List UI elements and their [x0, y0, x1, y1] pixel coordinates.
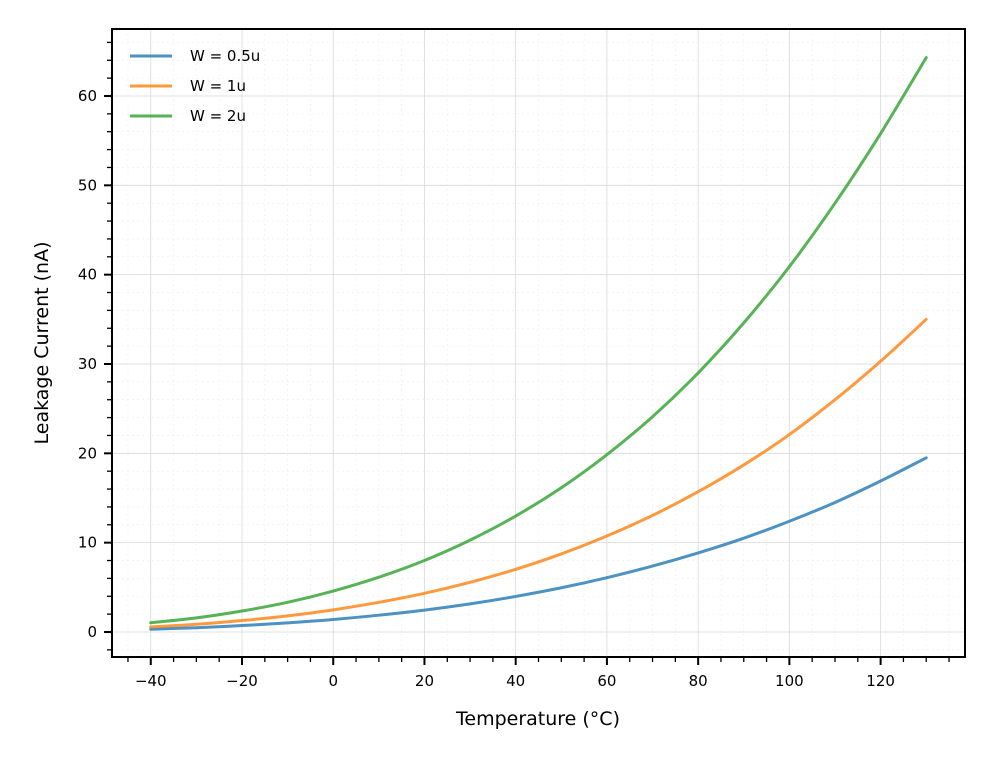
x-tick-label: 100	[775, 672, 804, 690]
series-line-3	[149, 56, 928, 625]
x-tick-label: 80	[689, 672, 708, 690]
x-tick-label: −40	[135, 672, 167, 690]
grid	[112, 29, 965, 657]
series-line-1	[149, 456, 928, 631]
x-tick-label: 60	[597, 672, 616, 690]
y-axis-title: Leakage Current (nA)	[31, 242, 53, 445]
series-line-2	[149, 317, 928, 629]
legend-label: W = 1u	[190, 77, 246, 95]
y-tick-label: 40	[78, 266, 97, 284]
legend-label: W = 0.5u	[190, 47, 260, 65]
legend: W = 0.5u W = 1u W = 2u	[130, 47, 260, 125]
x-tick-label: 0	[328, 672, 338, 690]
x-tick-label: −20	[226, 672, 258, 690]
x-tick-label: 40	[506, 672, 525, 690]
y-tick-label: 20	[78, 444, 97, 462]
y-tick-label: 50	[78, 176, 97, 194]
x-axis-title: Temperature (°C)	[455, 708, 620, 730]
x-tick-label: 120	[866, 672, 895, 690]
y-tick-label: 0	[87, 623, 97, 641]
series-lines	[149, 56, 928, 631]
legend-label: W = 2u	[190, 107, 246, 125]
y-tick-label: 30	[78, 355, 97, 373]
axis-ticks: −40 −20 0 20 40 60 80 100 120 0 10 20 30 40 50 60	[78, 41, 950, 690]
y-tick-label: 10	[78, 534, 97, 552]
y-tick-label: 60	[78, 87, 97, 105]
x-tick-label: 20	[415, 672, 434, 690]
